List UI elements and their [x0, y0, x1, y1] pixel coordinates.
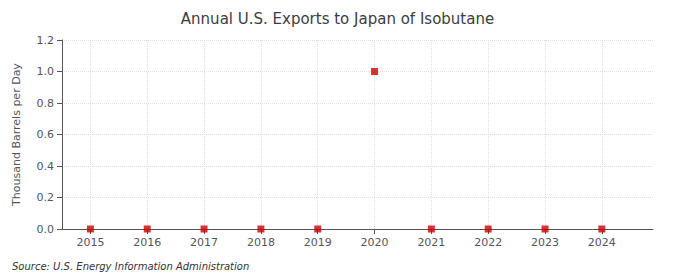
svg-text:1.0: 1.0 — [37, 65, 55, 78]
svg-text:0.6: 0.6 — [37, 128, 55, 141]
svg-text:Thousand Barrels per Day: Thousand Barrels per Day — [10, 63, 23, 207]
svg-text:2023: 2023 — [531, 236, 559, 249]
svg-text:2018: 2018 — [247, 236, 275, 249]
svg-text:0.0: 0.0 — [37, 223, 55, 236]
svg-text:2019: 2019 — [304, 236, 332, 249]
svg-text:Annual U.S. Exports to Japan o: Annual U.S. Exports to Japan of Isobutan… — [181, 10, 494, 28]
svg-text:Source: U.S. Energy Informatio: Source: U.S. Energy Information Administ… — [12, 261, 249, 272]
svg-text:2016: 2016 — [133, 236, 161, 249]
svg-text:2024: 2024 — [588, 236, 616, 249]
svg-text:2017: 2017 — [190, 236, 218, 249]
svg-text:1.2: 1.2 — [37, 34, 55, 47]
svg-text:2015: 2015 — [76, 236, 104, 249]
svg-text:2022: 2022 — [474, 236, 502, 249]
svg-text:2021: 2021 — [417, 236, 445, 249]
svg-text:0.4: 0.4 — [37, 160, 55, 173]
svg-text:0.8: 0.8 — [37, 97, 55, 110]
svg-text:2020: 2020 — [361, 236, 389, 249]
svg-text:0.2: 0.2 — [37, 191, 55, 204]
